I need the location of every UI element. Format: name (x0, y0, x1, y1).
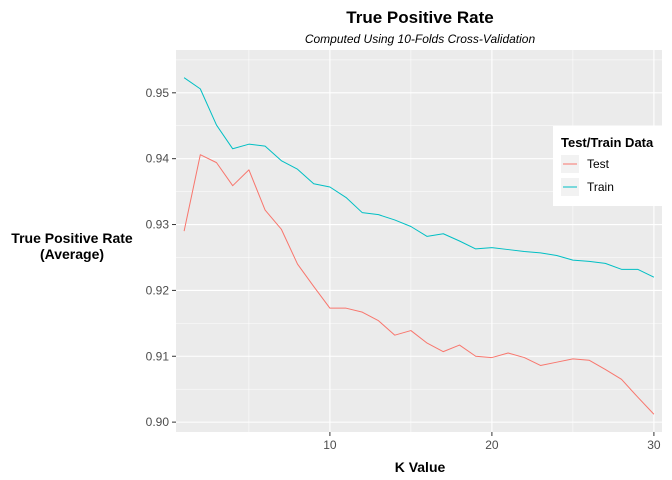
y-axis-title-line-2: (Average) (40, 246, 104, 262)
series-line-train (183, 77, 655, 278)
y-tick-label: 0.91 (146, 349, 170, 363)
x-axis-title: K Value (395, 459, 446, 475)
y-tick-label: 0.93 (146, 218, 170, 232)
x-tick-label: 30 (647, 438, 661, 452)
grid-minor (176, 50, 662, 432)
y-tick-label: 0.95 (146, 86, 170, 100)
plot-panel (176, 50, 662, 432)
chart-title: True Positive Rate (346, 8, 493, 27)
y-axis-title-line-1: True Positive Rate (11, 230, 133, 246)
x-tick-label: 10 (323, 438, 337, 452)
grid-major (176, 50, 662, 432)
legend-label-train: Train (587, 180, 614, 194)
y-axis-ticks: 0.90 0.91 0.92 0.93 0.94 0.95 (146, 86, 176, 429)
series-line-test (183, 154, 655, 415)
series-lines (183, 77, 655, 415)
x-axis-ticks: 10 20 30 (323, 432, 661, 452)
chart-subtitle: Computed Using 10-Folds Cross-Validation (305, 32, 536, 46)
y-tick-label: 0.94 (146, 152, 170, 166)
legend-label-test: Test (587, 157, 610, 171)
legend-title: Test/Train Data (561, 135, 654, 150)
y-tick-label: 0.90 (146, 415, 170, 429)
x-tick-label: 20 (485, 438, 499, 452)
legend: Test/Train Data Test Train (553, 126, 672, 206)
y-tick-label: 0.92 (146, 283, 170, 297)
